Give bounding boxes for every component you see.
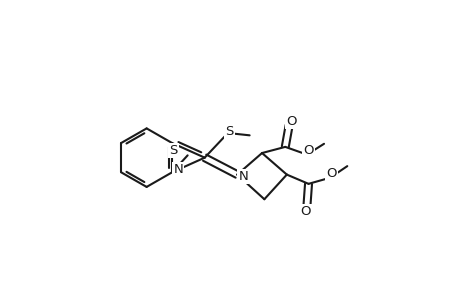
Text: O: O [326,167,336,180]
Text: N: N [238,169,248,183]
Text: O: O [300,205,310,218]
Text: S: S [169,144,178,157]
Text: S: S [225,125,233,138]
Text: O: O [302,144,313,157]
Text: O: O [285,115,296,128]
Text: N: N [173,164,183,176]
